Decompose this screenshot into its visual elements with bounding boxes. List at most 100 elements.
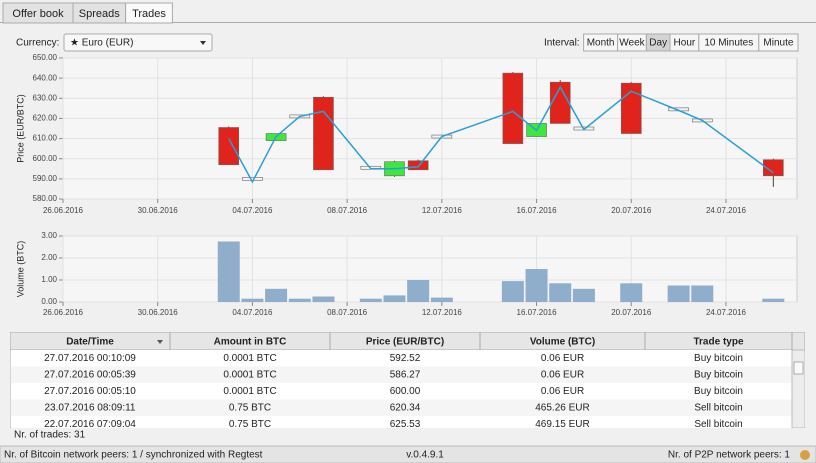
- status-bar: [0, 445, 816, 463]
- plot-area: [62, 57, 798, 200]
- table-cell: 27.07.2016 00:05:10: [44, 386, 136, 397]
- x-tick-label: 26.06.2016: [43, 206, 84, 215]
- volume-bar: [620, 283, 643, 302]
- table-row[interactable]: [11, 383, 792, 400]
- trade-count: Nr. of trades: 31: [14, 430, 86, 441]
- x-tick-label: 04.07.2016: [232, 308, 273, 317]
- volume-bar: [241, 298, 264, 302]
- candle-body: [242, 177, 263, 181]
- table-cell: 469.15 EUR: [535, 419, 589, 430]
- tab-label: Offer book: [12, 8, 64, 20]
- status-icon: [800, 450, 810, 460]
- y-tick-label: 620.00: [33, 114, 58, 123]
- table-row[interactable]: [11, 366, 792, 384]
- table-cell: 0.06 EUR: [541, 353, 584, 364]
- interval-label: Hour: [674, 38, 696, 49]
- interval-label: Day: [649, 38, 667, 49]
- table-cell: 0.06 EUR: [541, 370, 584, 381]
- version: v.0.4.9.1: [406, 450, 444, 461]
- table-cell: 23.07.2016 08:09:11: [44, 403, 135, 414]
- x-tick-label: 26.06.2016: [43, 308, 84, 317]
- column-header[interactable]: Volume (BTC): [530, 337, 595, 348]
- table-row[interactable]: [11, 350, 792, 367]
- x-tick-label: 08.07.2016: [327, 308, 368, 317]
- volume-bar: [312, 296, 335, 302]
- volume-bar: [501, 281, 524, 302]
- table-cell: 27.07.2016 00:05:39: [44, 370, 136, 381]
- table-cell: 27.07.2016 00:10:09: [44, 353, 136, 364]
- candle-body: [218, 127, 240, 166]
- candle-body: [763, 159, 784, 177]
- table-cell: 0.75 BTC: [229, 403, 271, 414]
- x-tick-label: 30.06.2016: [138, 308, 179, 317]
- column-header[interactable]: Date/Time: [66, 337, 114, 348]
- column-header[interactable]: Amount in BTC: [214, 337, 287, 348]
- table-cell: Sell bitcoin: [694, 419, 742, 430]
- candle-body: [313, 96, 334, 171]
- interval-label: Month: [587, 38, 615, 49]
- interval-label: Week: [619, 38, 645, 49]
- y-tick-label: 0.00: [41, 297, 57, 306]
- y-tick-label: 1.00: [41, 275, 57, 284]
- x-tick-label: 20.07.2016: [611, 206, 652, 215]
- x-tick-label: 04.07.2016: [232, 206, 273, 215]
- table-row[interactable]: [11, 416, 792, 433]
- interval-label: 10 Minutes: [704, 38, 753, 49]
- volume-bar: [359, 298, 382, 302]
- volume-bar: [549, 283, 572, 302]
- currency-label: Currency:: [16, 38, 59, 49]
- table-cell: Sell bitcoin: [694, 403, 742, 414]
- y-tick-label: 630.00: [33, 93, 58, 102]
- volume-bar: [407, 280, 430, 302]
- volume-bar: [430, 297, 453, 302]
- table-cell: 0.0001 BTC: [223, 370, 276, 381]
- status-right: Nr. of P2P network peers: 1: [668, 450, 791, 461]
- volume-bar: [265, 288, 288, 302]
- x-tick-label: 12.07.2016: [422, 308, 463, 317]
- table-cell: 600.00: [390, 386, 421, 397]
- y-tick-label: 600.00: [33, 154, 58, 163]
- currency-select[interactable]: [63, 33, 213, 52]
- table-cell: 22.07.2016 07:09:04: [44, 419, 136, 430]
- interval-label: Minute: [763, 38, 793, 49]
- table-cell: 625.53: [390, 419, 421, 430]
- column-header[interactable]: Trade type: [693, 337, 743, 348]
- table-cell: Buy bitcoin: [694, 353, 743, 364]
- volume-bar: [383, 295, 406, 302]
- table-cell: 620.34: [390, 403, 421, 414]
- table-row[interactable]: [11, 399, 792, 417]
- x-tick-label: 12.07.2016: [422, 206, 463, 215]
- candle-body: [407, 160, 429, 171]
- table-cell: Buy bitcoin: [694, 386, 743, 397]
- status-left: Nr. of Bitcoin network peers: 1 / synchr…: [4, 450, 263, 461]
- volume-bar: [288, 298, 311, 302]
- y-tick-label: 580.00: [33, 194, 58, 203]
- currency-value: ★ Euro (EUR): [70, 38, 133, 49]
- scroll-thumb[interactable]: [793, 361, 804, 375]
- y-axis-label: Price (EUR/BTC): [15, 94, 25, 163]
- tab[interactable]: [125, 2, 173, 24]
- volume-bar: [667, 285, 690, 302]
- volume-bar: [525, 269, 548, 302]
- y-tick-label: 640.00: [33, 73, 58, 82]
- y-axis-label: Volume (BTC): [15, 241, 25, 298]
- interval-label: Interval:: [544, 38, 580, 49]
- x-tick-label: 16.07.2016: [517, 308, 558, 317]
- table-cell: 592.52: [390, 353, 421, 364]
- candle-body: [502, 72, 524, 144]
- x-tick-label: 24.07.2016: [706, 206, 747, 215]
- tab-label: Spreads: [79, 8, 120, 20]
- table-cell: 0.06 EUR: [541, 386, 584, 397]
- candle-body: [549, 81, 571, 124]
- y-tick-label: 2.00: [41, 253, 57, 262]
- x-tick-label: 20.07.2016: [611, 308, 652, 317]
- column-header[interactable]: Price (EUR/BTC): [366, 337, 444, 348]
- x-tick-label: 16.07.2016: [517, 206, 558, 215]
- x-tick-label: 24.07.2016: [706, 308, 747, 317]
- tab-label: Trades: [132, 8, 166, 20]
- y-tick-label: 3.00: [41, 231, 57, 240]
- interval-button[interactable]: [758, 33, 799, 52]
- table-cell: Buy bitcoin: [694, 370, 743, 381]
- volume-bar: [691, 285, 714, 302]
